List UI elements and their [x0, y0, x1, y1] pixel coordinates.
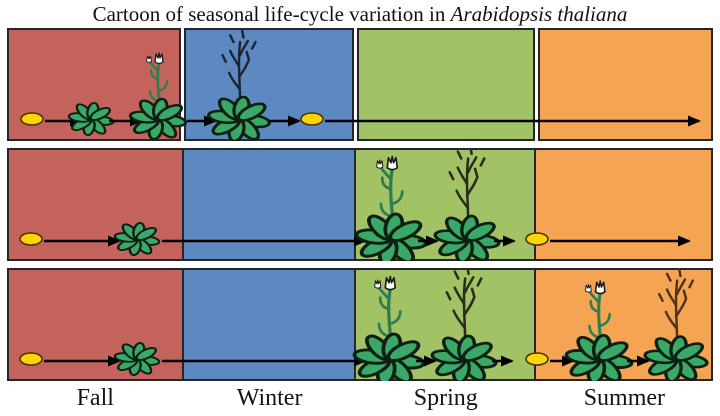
life-cycle-graphics-row-2	[19, 148, 691, 262]
flowering-plant-icon	[565, 281, 633, 381]
season-labels: Fall Winter Spring Summer	[0, 383, 720, 414]
figure-title-text: Cartoon of seasonal life-cycle variation…	[92, 2, 451, 26]
cycle-row-3	[7, 268, 713, 381]
cycle-row-2	[7, 148, 713, 261]
seed-icon	[20, 112, 44, 126]
senesced-plant-icon	[434, 148, 500, 261]
life-cycle-figure	[0, 28, 720, 381]
seed-icon	[525, 232, 549, 246]
senesced-plant-icon	[644, 269, 708, 381]
season-label-summer: Summer	[583, 385, 666, 411]
life-cycle-graphics-row-3	[19, 268, 713, 382]
flowering-plant-icon	[355, 157, 427, 262]
season-label-fall: Fall	[76, 385, 114, 411]
rosette-icon	[66, 101, 116, 137]
seed-icon	[19, 232, 43, 246]
cycle-row-1	[7, 28, 713, 141]
flowering-plant-icon	[129, 53, 186, 140]
seed-icon	[525, 352, 549, 366]
season-label-spring: Spring	[413, 385, 478, 411]
seed-icon	[19, 352, 43, 366]
senesced-plant-icon	[207, 31, 270, 141]
life-cycle-graphics-row-1	[20, 28, 701, 141]
senesced-plant-icon	[431, 268, 497, 381]
seed-icon	[300, 112, 324, 126]
figure-title-species: Arabidopsis thaliana	[450, 2, 628, 26]
rosette-icon	[112, 221, 162, 257]
flowering-plant-icon	[353, 277, 425, 382]
season-label-winter: Winter	[236, 385, 303, 411]
rosette-icon	[112, 341, 162, 377]
figure-title: Cartoon of seasonal life-cycle variation…	[0, 0, 720, 28]
